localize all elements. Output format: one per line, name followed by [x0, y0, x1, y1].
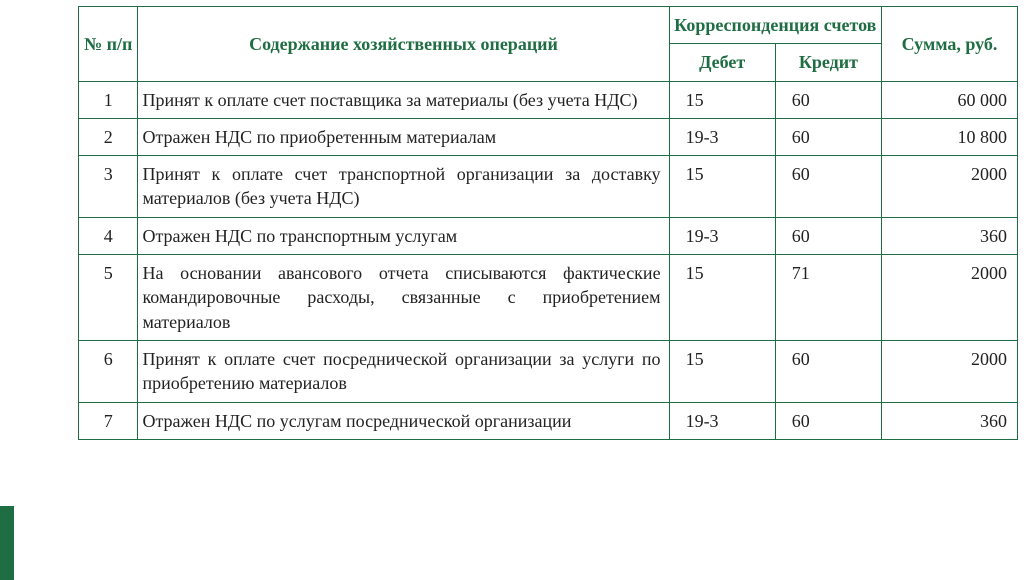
table-body: 1 Принят к оплате счет поставщика за мат…	[79, 81, 1018, 439]
cell-description: Принят к оплате счет посреднической орга…	[138, 340, 669, 402]
table-row: 3 Принят к оплате счет транспортной орга…	[79, 156, 1018, 218]
cell-number: 4	[79, 217, 138, 254]
accounting-entries-table: № п/п Содержание хозяйственных операций …	[78, 6, 1018, 440]
table-row: 7 Отражен НДС по услугам посреднической …	[79, 402, 1018, 439]
cell-number: 2	[79, 118, 138, 155]
cell-debit: 15	[669, 81, 775, 118]
table-row: 1 Принят к оплате счет поставщика за мат…	[79, 81, 1018, 118]
cell-sum: 2000	[882, 255, 1018, 341]
cell-number: 6	[79, 340, 138, 402]
cell-credit: 60	[775, 402, 881, 439]
cell-sum: 2000	[882, 156, 1018, 218]
cell-credit: 60	[775, 156, 881, 218]
cell-credit: 60	[775, 118, 881, 155]
cell-credit: 60	[775, 340, 881, 402]
cell-sum: 360	[882, 402, 1018, 439]
cell-description: Отражен НДС по транспортным услугам	[138, 217, 669, 254]
cell-number: 5	[79, 255, 138, 341]
table-row: 2 Отражен НДС по приобретенным материала…	[79, 118, 1018, 155]
table-row: 4 Отражен НДС по транспортным услугам 19…	[79, 217, 1018, 254]
cell-debit: 15	[669, 156, 775, 218]
cell-debit: 19-3	[669, 402, 775, 439]
cell-credit: 71	[775, 255, 881, 341]
col-header-correspondence: Корреспонденция счетов	[669, 7, 881, 44]
cell-credit: 60	[775, 81, 881, 118]
cell-debit: 19-3	[669, 217, 775, 254]
table-header: № п/п Содержание хозяйственных операций …	[79, 7, 1018, 82]
col-header-sum: Сумма, руб.	[882, 7, 1018, 82]
cell-description: Отражен НДС по приобретенным материалам	[138, 118, 669, 155]
col-header-number: № п/п	[79, 7, 138, 82]
cell-number: 7	[79, 402, 138, 439]
cell-sum: 60 000	[882, 81, 1018, 118]
cell-description: На основании авансового отчета списывают…	[138, 255, 669, 341]
cell-credit: 60	[775, 217, 881, 254]
col-header-description: Содержание хозяйственных операций	[138, 7, 669, 82]
cell-sum: 360	[882, 217, 1018, 254]
slide-decoration-bar	[0, 506, 14, 580]
cell-number: 3	[79, 156, 138, 218]
cell-debit: 19-3	[669, 118, 775, 155]
col-header-debit: Дебет	[669, 44, 775, 81]
cell-number: 1	[79, 81, 138, 118]
cell-debit: 15	[669, 255, 775, 341]
cell-sum: 10 800	[882, 118, 1018, 155]
cell-description: Принят к оплате счет поставщика за матер…	[138, 81, 669, 118]
cell-description: Отражен НДС по услугам посреднической ор…	[138, 402, 669, 439]
cell-sum: 2000	[882, 340, 1018, 402]
cell-description: Принят к оплате счет транспортной органи…	[138, 156, 669, 218]
table-row: 5 На основании авансового отчета списыва…	[79, 255, 1018, 341]
table-row: 6 Принят к оплате счет посреднической ор…	[79, 340, 1018, 402]
col-header-credit: Кредит	[775, 44, 881, 81]
cell-debit: 15	[669, 340, 775, 402]
